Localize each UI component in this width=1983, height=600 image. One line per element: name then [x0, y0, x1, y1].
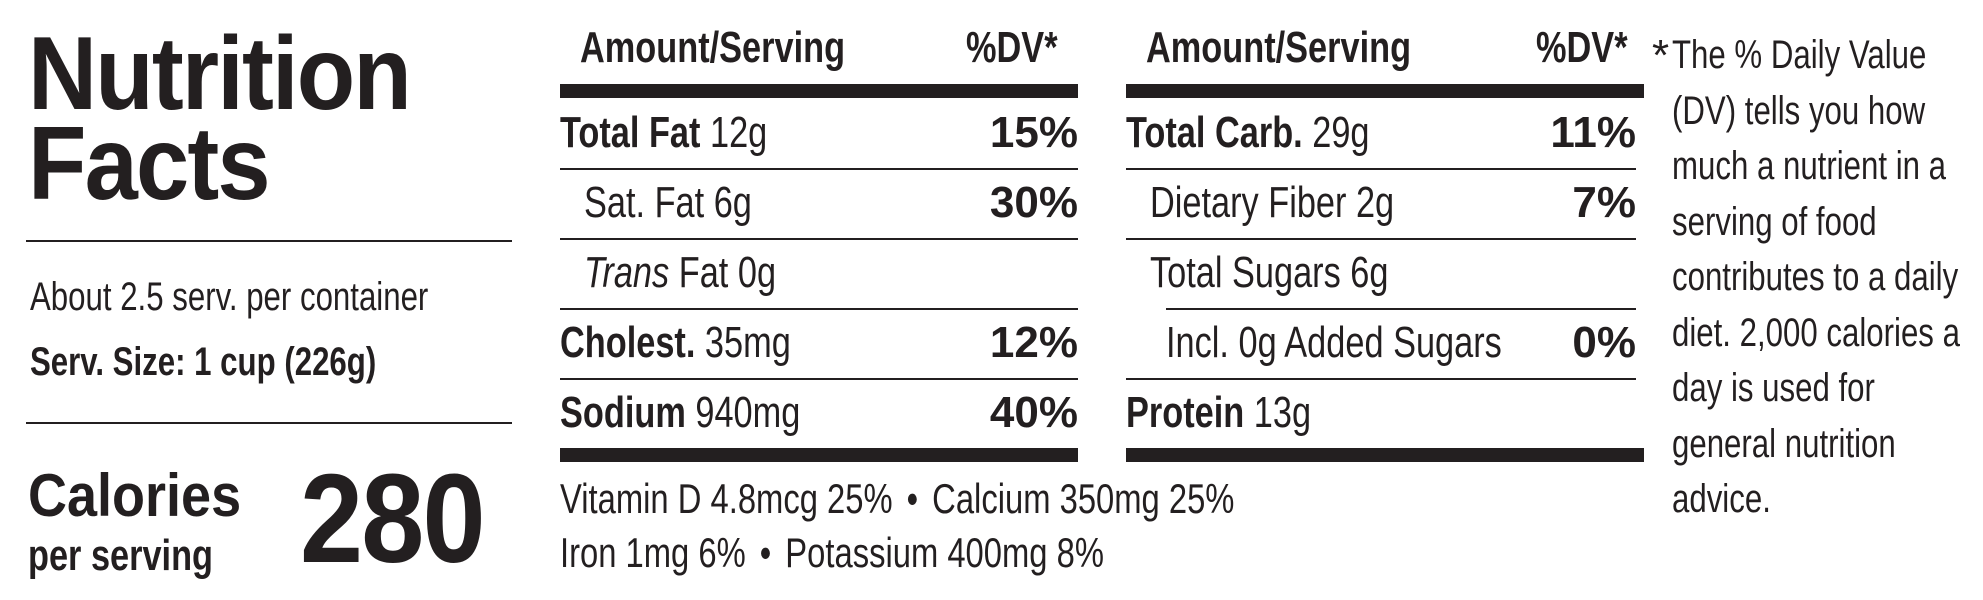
title-nutrition: Nutrition	[28, 16, 412, 132]
left-thick-rule-top	[560, 84, 1078, 98]
nutrient-row-cholesterol: Cholest. 35mg 12%	[560, 318, 1078, 367]
nutrient-row-added-sugars: Incl. 0g Added Sugars 0%	[1166, 318, 1636, 367]
dv-sat-fat: 30%	[989, 178, 1078, 227]
daily-value-footnote: * The % Daily Value (DV) tells you how m…	[1652, 28, 1972, 528]
row-divider	[1126, 238, 1636, 240]
right-header-amount: Amount/Serving	[1146, 23, 1412, 72]
title-facts: Facts	[28, 106, 271, 222]
dv-cholesterol: 12%	[989, 318, 1078, 367]
right-thick-rule-bottom	[1126, 448, 1644, 462]
right-thick-rule-top	[1126, 84, 1644, 98]
nutrient-row-protein: Protein 13g	[1126, 388, 1312, 437]
calories-sublabel: per serving	[28, 531, 214, 580]
row-divider	[560, 308, 1078, 310]
left-header-dv: %DV*	[966, 23, 1058, 72]
dv-sodium: 40%	[989, 388, 1078, 437]
nutrient-row-total-carb: Total Carb. 29g 11%	[1126, 108, 1636, 157]
calories-label: Calories	[28, 462, 242, 529]
nutrient-row-sodium: Sodium 940mg 40%	[560, 388, 1078, 437]
nutrient-row-sat-fat: Sat. Fat 6g 30%	[584, 178, 1078, 227]
row-divider	[560, 378, 1078, 380]
vitamins-line-2: Iron 1mg 6% • Potassium 400mg 8%	[560, 529, 1104, 576]
nutrient-row-total-sugars: Total Sugars 6g	[1150, 248, 1389, 297]
dv-dietary-fiber: 7%	[1572, 178, 1636, 227]
row-divider	[560, 238, 1078, 240]
nutrient-row-dietary-fiber: Dietary Fiber 2g 7%	[1150, 178, 1636, 227]
calories-value: 280	[300, 448, 486, 589]
row-divider	[1126, 168, 1636, 170]
row-divider	[1166, 308, 1636, 310]
serving-size: Serv. Size: 1 cup (226g)	[30, 340, 377, 384]
left-thick-rule-bottom	[560, 448, 1078, 462]
right-nutrient-table: Total Carb. 29g 11% Dietary Fiber 2g 7% …	[1126, 98, 1636, 448]
divider-under-title	[26, 240, 512, 242]
left-nutrient-table: Total Fat 12g 15% Sat. Fat 6g 30% Trans …	[560, 98, 1078, 448]
nutrient-row-total-fat: Total Fat 12g 15%	[560, 108, 1078, 157]
row-divider	[1126, 378, 1636, 380]
right-header-dv: %DV*	[1536, 23, 1628, 72]
nutrient-row-trans-fat: Trans Fat 0g	[584, 248, 777, 297]
vitamins-line-1: Vitamin D 4.8mcg 25% • Calcium 350mg 25%	[560, 475, 1235, 522]
divider-under-serving	[26, 422, 512, 424]
footnote-asterisk: *	[1652, 31, 1670, 80]
row-divider	[560, 168, 1078, 170]
dv-total-carb: 11%	[1550, 108, 1636, 157]
left-header-amount: Amount/Serving	[580, 23, 846, 72]
dv-total-fat: 15%	[989, 108, 1078, 157]
servings-per-container: About 2.5 serv. per container	[30, 275, 429, 319]
dv-added-sugars: 0%	[1572, 318, 1636, 367]
